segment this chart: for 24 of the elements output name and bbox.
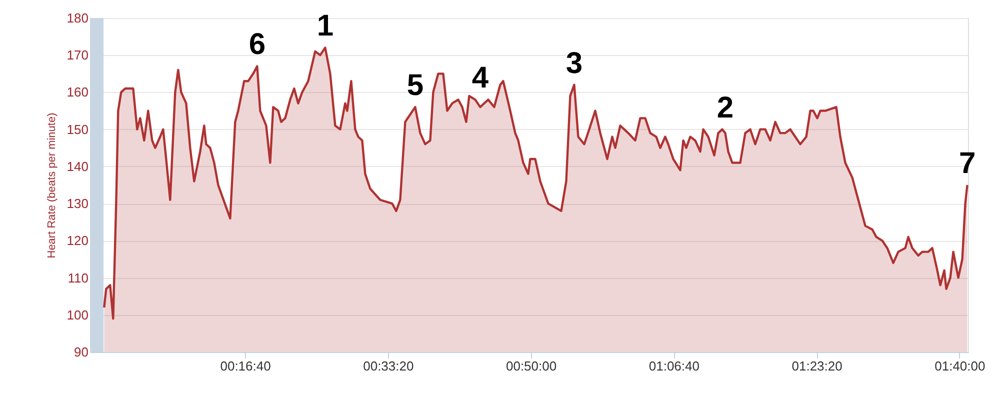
y-tick-label: 150 bbox=[66, 122, 88, 137]
y-tick-label: 100 bbox=[66, 307, 88, 322]
x-tick-label: 01:06:40 bbox=[648, 358, 700, 374]
y-tick-label: 90 bbox=[74, 344, 88, 360]
annotation: 4 bbox=[472, 62, 489, 95]
annotation: 5 bbox=[406, 69, 424, 102]
y-tick-label: 180 bbox=[66, 10, 88, 26]
annotation: 7 bbox=[958, 147, 976, 180]
annotation: 6 bbox=[248, 28, 266, 62]
annotation: 3 bbox=[566, 46, 583, 80]
annotation: 2 bbox=[716, 91, 734, 124]
y-axis-title: Heart Rate (beats per minute) bbox=[46, 112, 58, 258]
x-tick-label: 01:23:20 bbox=[792, 358, 842, 374]
y-tick-label: 140 bbox=[66, 158, 88, 174]
y-tick-label: 170 bbox=[66, 48, 88, 63]
y-tick-label: 110 bbox=[68, 270, 88, 286]
x-tick-label: 01:40:00 bbox=[934, 358, 986, 374]
x-tick-label: 00:33:20 bbox=[363, 358, 414, 374]
annotation: 1 bbox=[316, 10, 334, 43]
x-tick-label: 00:16:40 bbox=[220, 358, 271, 374]
y-tick-label: 130 bbox=[66, 196, 88, 212]
y-tick-label: 120 bbox=[66, 233, 88, 248]
x-tick-label: 00:50:00 bbox=[506, 358, 557, 374]
y-tick-label: 160 bbox=[66, 84, 88, 100]
